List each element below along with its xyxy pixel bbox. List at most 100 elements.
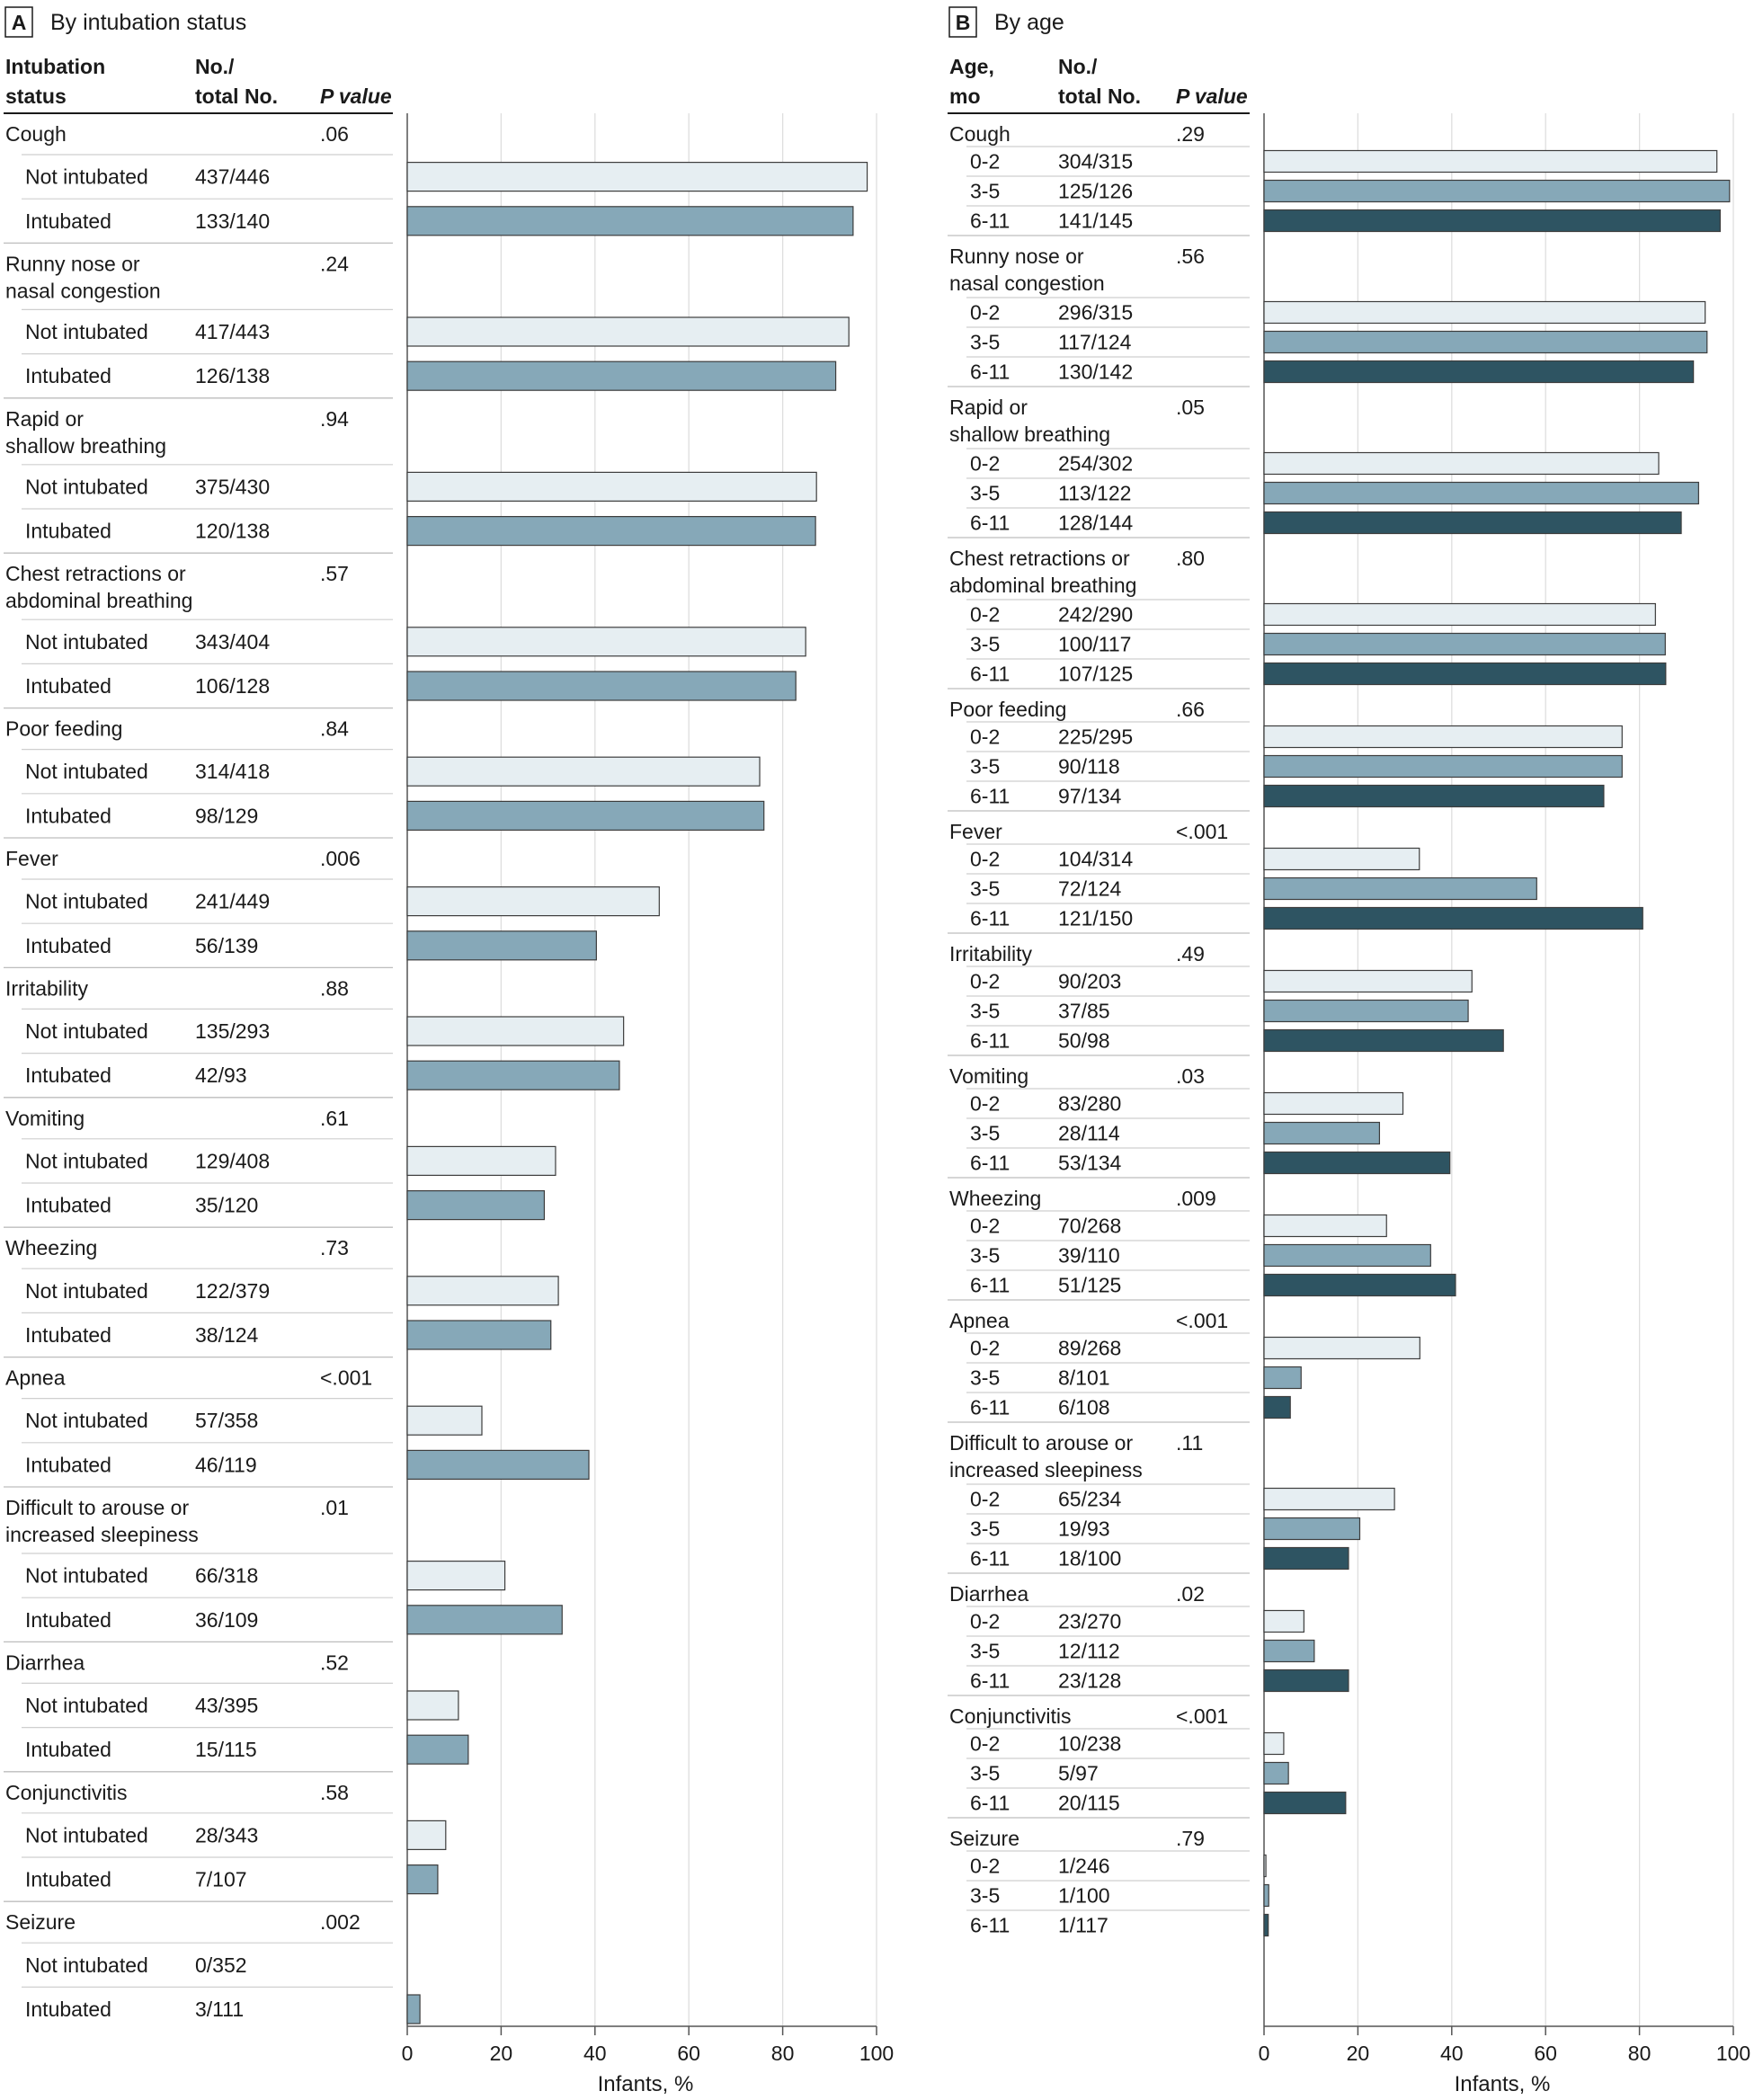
bar-0-2 [1263,602,1656,627]
row-label: 6-11 [970,1274,1010,1297]
bar-0-2 [1263,1731,1285,1756]
symptom-name: Irritability [949,942,1033,965]
symptom-name: Apnea [949,1309,1010,1332]
header-p-value: P value [1176,85,1248,108]
symptom-name: Conjunctivitis [5,1781,128,1804]
row-label: 3-5 [970,1244,1000,1268]
symptom-name: Fever [5,847,58,870]
row-label: 0-2 [970,848,1000,871]
row-count: 10/238 [1058,1732,1121,1756]
bar-6-11 [1263,1913,1269,1937]
x-tick-label: 40 [1440,2042,1464,2065]
row-label: 0-2 [970,970,1000,993]
bar-6-11 [1263,1273,1456,1297]
p-value: .61 [320,1107,349,1130]
symptom-group: Apnea <.001 0-2 89/268 3-5 8/101 6-11 6/108 [948,1309,1420,1423]
row-count: 3/111 [195,1998,244,2021]
bar-6-11 [1263,1151,1451,1175]
panel-letter: B [956,11,971,34]
p-value: .03 [1176,1064,1205,1088]
bar-not-intubated [406,1560,506,1591]
row-label: 0-2 [970,1215,1000,1238]
row-label: 0-2 [970,1092,1000,1116]
row-label: Intubated [25,1194,111,1217]
x-tick-label: 40 [583,2042,607,2065]
row-count: 39/110 [1058,1244,1120,1268]
row-label: 6-11 [970,1152,1010,1175]
row-label: 6-11 [970,907,1010,930]
row-label: Intubated [25,1453,111,1476]
row-label: 3-5 [970,1122,1000,1145]
bar-intubated [406,1994,421,2024]
row-count: 42/93 [195,1063,247,1087]
bar-6-11 [1263,906,1643,930]
row-label: Not intubated [25,475,148,498]
row-count: 36/109 [195,1608,258,1632]
row-count: 46/119 [195,1453,257,1476]
row-count: 121/150 [1058,907,1133,930]
row-label: 6-11 [970,360,1010,384]
symptom-group: Wheezing .009 0-2 70/268 3-5 39/110 6-11 51/125 [948,1187,1456,1301]
row-count: 72/124 [1058,877,1122,901]
bar-not-intubated [406,162,868,192]
p-value: .57 [320,562,349,585]
row-count: 35/120 [195,1194,258,1217]
row-count: 28/114 [1058,1122,1120,1145]
row-label: 6-11 [970,209,1010,233]
row-label: 0-2 [970,725,1000,749]
bar-6-11 [1263,360,1695,384]
symptom-name-line2: increased sleepiness [949,1458,1143,1482]
panel-title: By intubation status [50,10,246,35]
row-count: 125/126 [1058,180,1133,203]
bar-intubated [406,1864,439,1895]
row-count: 53/134 [1058,1152,1122,1175]
symptom-name-line2: nasal congestion [949,271,1105,295]
row-count: 23/128 [1058,1669,1121,1693]
row-count: 1/246 [1058,1855,1110,1878]
p-value: .73 [320,1236,349,1259]
bar-not-intubated [406,471,817,503]
bar-intubated [406,1734,469,1765]
bar-intubated [406,1060,620,1090]
bar-0-2 [1263,969,1473,993]
row-label: 3-5 [970,877,1000,901]
panel-title: By age [994,10,1064,35]
header-col2-line2: total No. [195,85,278,108]
row-label: Not intubated [25,320,148,343]
row-count: 126/138 [195,364,270,387]
symptom-name: Chest retractions or [5,562,186,585]
x-tick-label: 100 [1716,2042,1750,2065]
symptom-group: Rapid or shallow breathing .05 0-2 254/302 3-… [948,396,1699,538]
header-col1-line2: mo [949,85,981,108]
bar-3-5 [1263,481,1699,505]
row-label: 0-2 [970,1732,1000,1756]
p-value: .88 [320,976,349,1000]
bar-not-intubated [406,627,806,657]
bar-3-5 [1263,999,1469,1023]
bar-0-2 [1263,1336,1420,1360]
row-count: 117/124 [1058,331,1132,354]
symptom-name: Cough [949,122,1011,146]
row-label: Not intubated [25,1694,148,1717]
bar-not-intubated [406,1016,625,1046]
row-count: 437/446 [195,165,270,189]
row-count: 18/100 [1058,1547,1121,1571]
row-count: 66/318 [195,1564,258,1588]
p-value: .66 [1176,698,1205,721]
row-label: Intubated [25,804,111,827]
row-count: 12/112 [1058,1640,1120,1663]
row-count: 314/418 [195,760,270,783]
bar-intubated [406,800,765,832]
bar-0-2 [1263,300,1706,325]
panel-letter-box [4,6,33,38]
bar-3-5 [1263,754,1623,779]
row-count: 133/140 [195,209,270,233]
row-label: 6-11 [970,1914,1010,1937]
p-value: .01 [320,1496,349,1519]
row-label: Intubated [25,1608,111,1632]
row-label: Not intubated [25,630,148,654]
row-label: 0-2 [970,1488,1000,1511]
row-label: Not intubated [25,1279,148,1303]
row-label: Intubated [25,1998,111,2021]
